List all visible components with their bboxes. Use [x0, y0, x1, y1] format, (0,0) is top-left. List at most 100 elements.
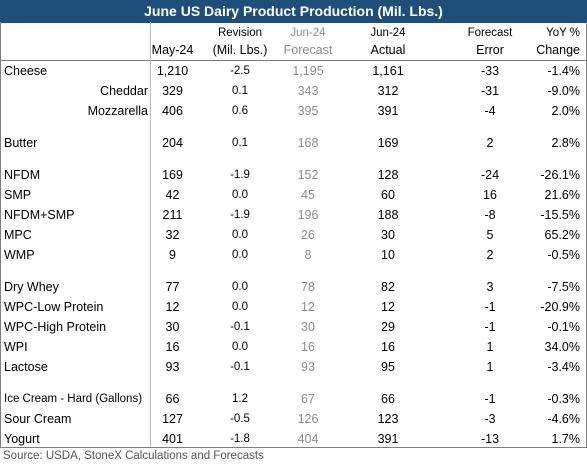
cell: 67 [301, 392, 315, 406]
header-cell: Error [476, 43, 504, 57]
cell: 77 [165, 280, 180, 294]
cell: 0.0 [232, 341, 248, 353]
cell: 1,195 [292, 64, 324, 78]
cell: -3.4% [547, 360, 580, 374]
cell: 0.1 [232, 137, 248, 149]
cell: -0.1 [230, 321, 250, 333]
cell: -0.1 [230, 361, 250, 373]
cell: -4 [484, 104, 496, 118]
cell: 169 [162, 168, 183, 182]
cell: -1.4% [547, 64, 580, 78]
cell: 12 [381, 300, 395, 314]
cell: 30 [381, 228, 395, 242]
cell: 2 [486, 248, 494, 262]
cell: 26 [301, 228, 315, 242]
cell: -3 [484, 412, 496, 426]
cell: 0.0 [232, 281, 248, 293]
cell: -20.9% [540, 300, 580, 314]
cell: 196 [297, 208, 319, 222]
cell: 45 [301, 188, 315, 202]
header-cell: Forecast [467, 27, 513, 39]
cell: 1,161 [372, 64, 404, 78]
cell: 2 [486, 136, 494, 150]
cell: -1 [484, 300, 496, 314]
cell: 60 [381, 188, 395, 202]
cell: 93 [165, 360, 180, 374]
cell: 123 [377, 412, 399, 426]
row-label: Cheddar [100, 84, 148, 98]
header-cell: (Mil. Lbs.) [212, 43, 268, 57]
cell: 16 [165, 340, 180, 354]
cell: 1.7% [551, 432, 581, 446]
cell: 2.0% [551, 104, 581, 118]
row-label: Mozzarella [87, 104, 148, 118]
cell: 0.0 [232, 189, 248, 201]
cell: -7.5% [547, 280, 580, 294]
row-label: MPC [4, 228, 32, 242]
header-cell: Change [536, 43, 580, 57]
cell: 343 [297, 84, 319, 98]
row-label: WPI [4, 340, 28, 354]
cell: 0.0 [232, 229, 248, 241]
cell: 78 [301, 280, 315, 294]
cell: -0.5% [547, 248, 580, 262]
cell: 29 [381, 320, 395, 334]
cell: 211 [162, 208, 183, 222]
cell: -1 [484, 392, 496, 406]
cell: -4.6% [547, 412, 580, 426]
cell: -13 [480, 432, 500, 446]
cell: 5 [486, 228, 494, 242]
row-label: WPC-Low Protein [4, 300, 104, 314]
source: Source: USDA, StoneX Calculations and Fo… [3, 450, 264, 462]
cell: 21.6% [544, 188, 580, 202]
cell: -33 [480, 64, 500, 78]
cell: 0.1 [232, 85, 248, 97]
row-label: WMP [4, 248, 35, 262]
cell: -1.9 [230, 209, 250, 221]
cell: -2.5 [230, 65, 250, 77]
cell: 128 [377, 168, 399, 182]
cell: -26.1% [540, 168, 580, 182]
cell: 82 [381, 280, 395, 294]
row-label: Yogurt [4, 432, 40, 446]
cell: -1.8 [230, 433, 250, 445]
header-cell: YoY % [546, 27, 580, 39]
cell: 95 [381, 360, 395, 374]
cell: 32 [165, 228, 180, 242]
cell: 188 [377, 208, 399, 222]
cell: 9 [169, 248, 176, 262]
cell: -0.3% [547, 392, 580, 406]
cell: 8 [304, 248, 312, 262]
cell: 204 [162, 136, 183, 150]
cell: 2.8% [551, 136, 581, 150]
cell: -1.9 [230, 169, 250, 181]
cell: 66 [381, 392, 395, 406]
cell: 1.2 [232, 393, 248, 405]
title: June US Dairy Product Production (Mil. L… [0, 0, 587, 23]
row-label: Lactose [4, 360, 48, 374]
cell: 16 [381, 340, 395, 354]
cell: 391 [377, 432, 399, 446]
cell: -8 [484, 208, 496, 222]
header-cell: Jun-24 [290, 27, 326, 39]
cell: 65.2% [544, 228, 580, 242]
cell: 12 [165, 300, 180, 314]
row-label: NFDM [4, 168, 41, 182]
header-cell: Jun-24 [370, 27, 406, 39]
cell: 10 [381, 248, 395, 262]
cell: 30 [165, 320, 180, 334]
cell: 0.0 [232, 301, 248, 313]
cell: 42 [165, 188, 180, 202]
cell: 312 [377, 84, 399, 98]
cell: 1 [486, 340, 494, 354]
cell: 401 [162, 432, 183, 446]
cell: 395 [297, 104, 319, 118]
cell: -0.5 [230, 413, 250, 425]
row-label: Ice Cream - Hard (Gallons) [4, 393, 143, 405]
cell: -15.5% [540, 208, 580, 222]
cell: 1,210 [156, 64, 189, 78]
cell: 30 [301, 320, 315, 334]
header-cell: Actual [370, 43, 406, 57]
row-label: Dry Whey [4, 280, 59, 294]
